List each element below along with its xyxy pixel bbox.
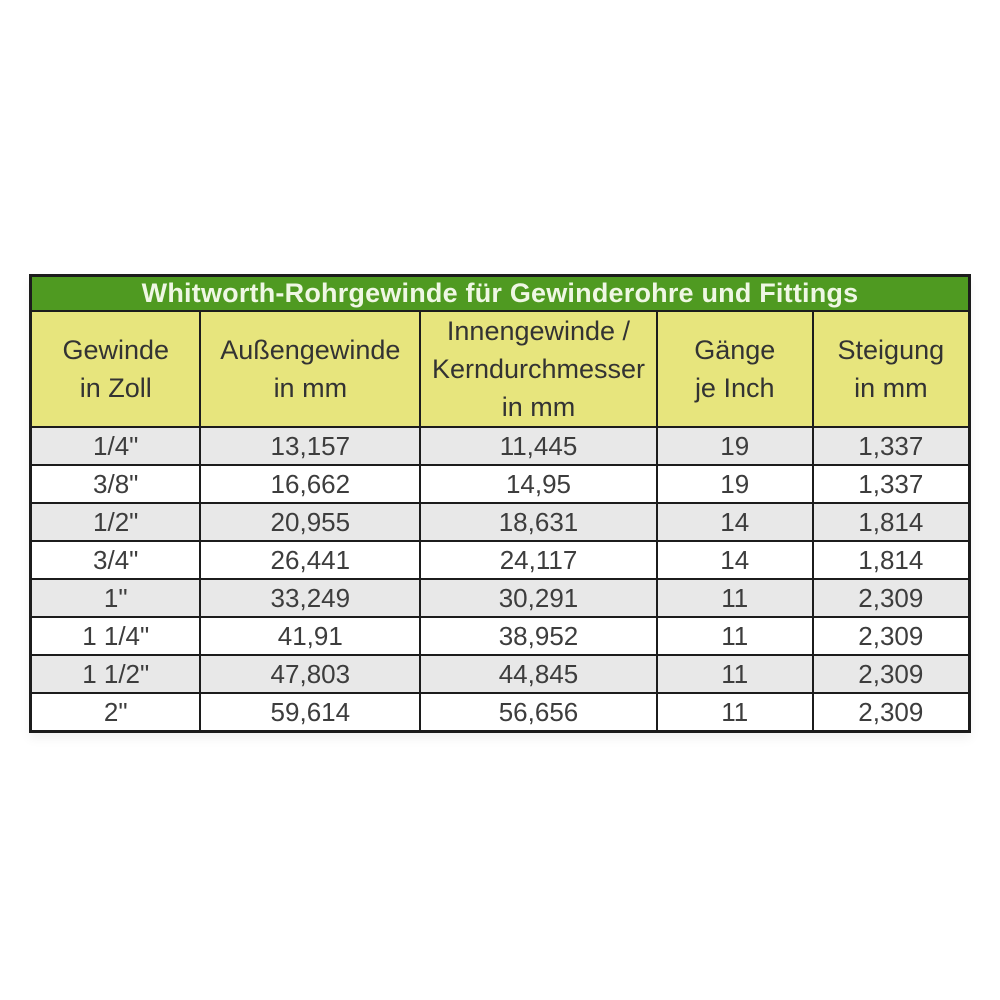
cell-thread-size: 2" — [29, 692, 202, 733]
cell-core-diameter: 11,445 — [419, 426, 658, 466]
cell-thread-size: 1" — [29, 578, 202, 618]
column-header-innengewinde-kerndurchmesser-mm: Innengewinde / Kerndurchmesser in mm — [419, 310, 658, 428]
table-row: 2" 59,614 56,656 11 2,309 — [29, 692, 971, 733]
cell-outer-diameter: 16,662 — [199, 464, 422, 504]
cell-thread-size: 3/4" — [29, 540, 202, 580]
cell-pitch: 1,814 — [811, 540, 971, 580]
cell-pitch: 1,814 — [811, 502, 971, 542]
table-row: 1/2" 20,955 18,631 14 1,814 — [29, 502, 971, 542]
cell-outer-diameter: 33,249 — [199, 578, 422, 618]
cell-thread-size: 1/4" — [29, 426, 202, 466]
column-header-gewinde-in-zoll: Gewinde in Zoll — [29, 310, 202, 428]
cell-core-diameter: 56,656 — [419, 692, 658, 733]
table-row: 1/4" 13,157 11,445 19 1,337 — [29, 426, 971, 466]
table-row: 1 1/2" 47,803 44,845 11 2,309 — [29, 654, 971, 694]
cell-threads-per-inch: 14 — [655, 502, 814, 542]
cell-pitch: 2,309 — [811, 616, 971, 656]
table-title: Whitworth-Rohrgewinde für Gewinderohre u… — [29, 274, 971, 312]
cell-core-diameter: 30,291 — [419, 578, 658, 618]
cell-pitch: 1,337 — [811, 464, 971, 504]
cell-core-diameter: 18,631 — [419, 502, 658, 542]
table-row: 1" 33,249 30,291 11 2,309 — [29, 578, 971, 618]
cell-core-diameter: 38,952 — [419, 616, 658, 656]
cell-pitch: 2,309 — [811, 654, 971, 694]
cell-outer-diameter: 41,91 — [199, 616, 422, 656]
table-row: 3/4" 26,441 24,117 14 1,814 — [29, 540, 971, 580]
cell-core-diameter: 24,117 — [419, 540, 658, 580]
cell-thread-size: 1 1/4" — [29, 616, 202, 656]
cell-thread-size: 1/2" — [29, 502, 202, 542]
column-header-steigung-mm: Steigung in mm — [811, 310, 971, 428]
cell-threads-per-inch: 19 — [655, 426, 814, 466]
cell-outer-diameter: 59,614 — [199, 692, 422, 733]
whitworth-thread-table: Whitworth-Rohrgewinde für Gewinderohre u… — [29, 274, 971, 733]
cell-outer-diameter: 47,803 — [199, 654, 422, 694]
cell-threads-per-inch: 11 — [655, 692, 814, 733]
table-row: 3/8" 16,662 14,95 19 1,337 — [29, 464, 971, 504]
cell-core-diameter: 44,845 — [419, 654, 658, 694]
cell-threads-per-inch: 11 — [655, 616, 814, 656]
column-header-gaenge-je-inch: Gänge je Inch — [655, 310, 814, 428]
title-row: Whitworth-Rohrgewinde für Gewinderohre u… — [29, 274, 971, 312]
table-row: 1 1/4" 41,91 38,952 11 2,309 — [29, 616, 971, 656]
cell-pitch: 2,309 — [811, 692, 971, 733]
cell-outer-diameter: 26,441 — [199, 540, 422, 580]
cell-outer-diameter: 13,157 — [199, 426, 422, 466]
header-row: Gewinde in Zoll Außengewinde in mm Innen… — [29, 310, 971, 428]
cell-outer-diameter: 20,955 — [199, 502, 422, 542]
cell-pitch: 2,309 — [811, 578, 971, 618]
cell-threads-per-inch: 14 — [655, 540, 814, 580]
cell-threads-per-inch: 19 — [655, 464, 814, 504]
cell-threads-per-inch: 11 — [655, 578, 814, 618]
cell-threads-per-inch: 11 — [655, 654, 814, 694]
cell-thread-size: 1 1/2" — [29, 654, 202, 694]
cell-pitch: 1,337 — [811, 426, 971, 466]
cell-core-diameter: 14,95 — [419, 464, 658, 504]
column-header-aussengewinde-mm: Außengewinde in mm — [199, 310, 422, 428]
cell-thread-size: 3/8" — [29, 464, 202, 504]
